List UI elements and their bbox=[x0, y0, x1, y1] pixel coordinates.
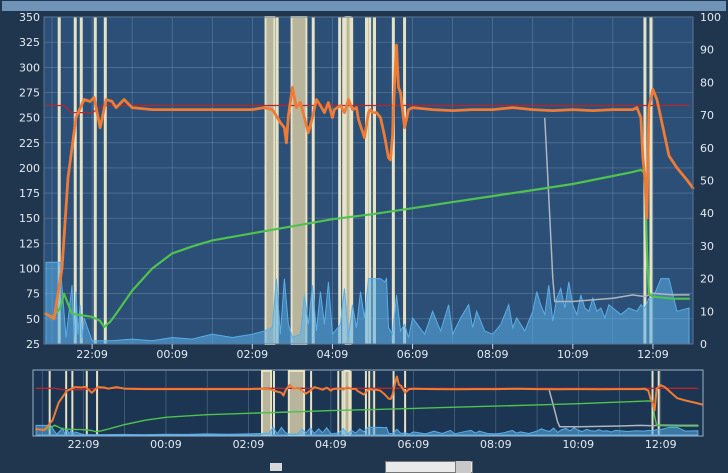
right-axis-tick-label: 100 bbox=[700, 11, 721, 24]
navigator-grid bbox=[41, 371, 662, 435]
right-axis-tick-label: 70 bbox=[700, 109, 714, 122]
footer-dropdown-button[interactable] bbox=[455, 461, 471, 473]
band-fill bbox=[261, 370, 273, 436]
left-axis-tick-label: 250 bbox=[19, 112, 40, 125]
right-axis-tick-label: 20 bbox=[700, 273, 714, 286]
series-orange-line bbox=[35, 375, 703, 432]
navigator-x-axis-tick-label: 22:09 bbox=[68, 438, 100, 451]
series-blue-area bbox=[35, 424, 699, 436]
navigator-x-axis-tick-label: 00:09 bbox=[150, 438, 182, 451]
right-axis-tick-label: 60 bbox=[700, 142, 714, 155]
x-axis-tick-label: 04:09 bbox=[317, 348, 349, 361]
band-fill bbox=[343, 370, 351, 436]
navigator-x-axis-tick-label: 04:09 bbox=[315, 438, 347, 451]
band-fill bbox=[287, 370, 306, 436]
left-axis-tick-label: 50 bbox=[26, 313, 40, 326]
navigator-series bbox=[35, 375, 703, 436]
band-fill bbox=[344, 16, 352, 345]
navigator-x-axis-tick-label: 10:09 bbox=[562, 438, 594, 451]
navigator-x-axis: 22:09 00:09 02:09 04:09 06:09 08:09 10:09 12:09 bbox=[68, 438, 677, 451]
band-fill bbox=[264, 16, 276, 345]
main-series bbox=[44, 43, 695, 345]
navigator-x-axis-tick-label: 12:09 bbox=[645, 438, 677, 451]
x-axis-tick-label: 08:09 bbox=[477, 348, 509, 361]
left-axis-tick-label: 75 bbox=[26, 288, 40, 301]
main-chart[interactable]: 255075100125150175200225250275300325350 … bbox=[19, 11, 721, 361]
x-axis-tick-label: 06:09 bbox=[397, 348, 429, 361]
right-axis: 0 10 20 30 40 50 60 70 80 90 100 bbox=[700, 11, 721, 351]
series-orange-line bbox=[44, 43, 695, 321]
right-axis-tick-label: 50 bbox=[700, 175, 714, 188]
x-axis-tick-label: 02:09 bbox=[236, 348, 268, 361]
x-axis-tick-label: 10:09 bbox=[557, 348, 589, 361]
left-axis-tick-label: 175 bbox=[19, 187, 40, 200]
main-plot-border bbox=[43, 16, 694, 345]
right-axis-tick-label: 0 bbox=[700, 338, 707, 351]
right-axis-tick-label: 30 bbox=[700, 240, 714, 253]
x-axis-tick-label: 12:09 bbox=[637, 348, 669, 361]
footer-swatch bbox=[270, 463, 282, 471]
left-axis-tick-label: 225 bbox=[19, 137, 40, 150]
series-setpoint-line bbox=[45, 104, 690, 114]
navigator-x-axis-tick-label: 06:09 bbox=[398, 438, 430, 451]
left-axis-tick-label: 200 bbox=[19, 162, 40, 175]
x-axis-tick-label: 22:09 bbox=[76, 348, 108, 361]
left-axis-tick-label: 100 bbox=[19, 263, 40, 276]
right-axis-tick-label: 10 bbox=[700, 305, 714, 318]
top-bar bbox=[2, 1, 726, 11]
navigator-chart[interactable]: 22:09 00:09 02:09 04:09 06:09 08:09 10:09 12:09 bbox=[32, 369, 704, 451]
main-x-axis: 22:09 00:09 02:09 04:09 06:09 08:09 10:09 12:09 bbox=[76, 344, 669, 361]
right-axis-tick-label: 80 bbox=[700, 76, 714, 89]
x-axis-tick-label: 00:09 bbox=[156, 348, 188, 361]
navigator-x-axis-tick-label: 08:09 bbox=[480, 438, 512, 451]
right-axis-tick-label: 90 bbox=[700, 44, 714, 57]
left-axis: 25 50 75 100 125 150 175 200 225 250 275 300 325 350 bbox=[19, 11, 40, 351]
left-axis-tick-label: 300 bbox=[19, 61, 40, 74]
left-axis-tick-label: 25 bbox=[26, 338, 40, 351]
left-axis-tick-label: 125 bbox=[19, 237, 40, 250]
right-axis-tick-label: 40 bbox=[700, 207, 714, 220]
left-axis-tick-label: 325 bbox=[19, 36, 40, 49]
navigator-x-axis-tick-label: 02:09 bbox=[233, 438, 265, 451]
left-axis-tick-label: 275 bbox=[19, 86, 40, 99]
left-axis-tick-label: 350 bbox=[19, 11, 40, 24]
left-axis-tick-label: 150 bbox=[19, 212, 40, 225]
main-bands bbox=[57, 16, 653, 345]
series-grey-line bbox=[544, 117, 690, 303]
